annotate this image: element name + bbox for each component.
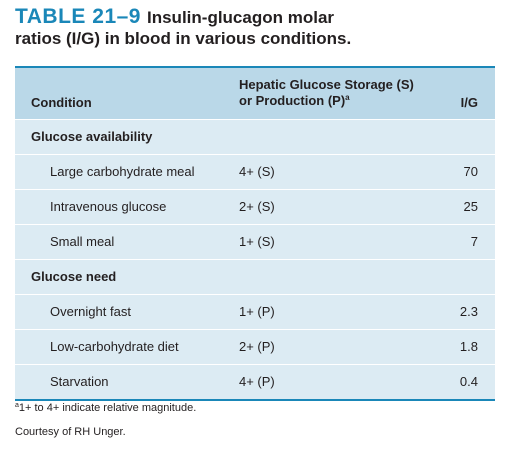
footnote-marker: a: [15, 402, 19, 409]
section-row-glucose-availability: Glucose availability: [15, 120, 495, 155]
header-hepatic: Hepatic Glucose Storage (S) or Production…: [239, 77, 414, 109]
title-text-line-1: Insulin-glucagon molar: [147, 8, 335, 27]
section-row-glucose-need: Glucose need: [15, 260, 495, 295]
hepatic-cell: 2+ (S): [239, 199, 275, 214]
hepatic-cell: 4+ (S): [239, 164, 275, 179]
table-row: Small meal 1+ (S) 7: [15, 225, 495, 260]
header-hepatic-line-2: or Production (P): [239, 93, 346, 108]
table-title: TABLE 21–9 Insulin-glucagon molar ratios …: [15, 6, 495, 49]
header-condition: Condition: [31, 95, 92, 110]
footnote-text: 1+ to 4+ indicate relative magnitude.: [18, 402, 197, 414]
table-footnotes: a1+ to 4+ indicate relative magnitude. C…: [15, 401, 495, 449]
hepatic-cell: 1+ (S): [239, 234, 275, 249]
footnote-credit: Courtesy of RH Unger.: [15, 426, 126, 438]
ig-cell: 7: [470, 234, 478, 249]
condition-cell: Starvation: [50, 374, 109, 389]
hepatic-cell: 2+ (P): [239, 339, 275, 354]
table-row: Large carbohydrate meal 4+ (S) 70: [15, 155, 495, 190]
condition-cell: Large carbohydrate meal: [50, 164, 195, 179]
title-line-1: TABLE 21–9 Insulin-glucagon molar: [15, 6, 495, 28]
section-title: Glucose availability: [31, 129, 153, 144]
section-title: Glucose need: [31, 269, 117, 284]
condition-cell: Small meal: [50, 234, 115, 249]
ig-cell: 25: [463, 199, 478, 214]
title-text-line-2: ratios (I/G) in blood in various conditi…: [15, 29, 352, 48]
header-hepatic-line-1: Hepatic Glucose Storage (S): [239, 77, 414, 92]
condition-cell: Low-carbohydrate diet: [50, 339, 179, 354]
table-row: Starvation 4+ (P) 0.4: [15, 365, 495, 399]
condition-cell: Intravenous glucose: [50, 199, 167, 214]
ig-cell: 0.4: [459, 374, 478, 389]
header-footnote-marker: a: [345, 93, 350, 102]
header-ig: I/G: [460, 95, 478, 110]
hepatic-cell: 1+ (P): [239, 304, 275, 319]
hepatic-cell: 4+ (P): [239, 374, 275, 389]
ig-cell: 70: [463, 164, 478, 179]
condition-cell: Overnight fast: [50, 304, 131, 319]
data-table: Condition Hepatic Glucose Storage (S) or …: [15, 66, 495, 401]
table-number-label: TABLE 21–9: [15, 5, 141, 28]
footnote-magnitude: a1+ to 4+ indicate relative magnitude.: [15, 401, 495, 415]
table-header-row: Condition Hepatic Glucose Storage (S) or …: [15, 68, 495, 120]
ig-cell: 1.8: [459, 339, 478, 354]
table-row: Overnight fast 1+ (P) 2.3: [15, 295, 495, 330]
table-row: Low-carbohydrate diet 2+ (P) 1.8: [15, 330, 495, 365]
ig-cell: 2.3: [459, 304, 478, 319]
table-row: Intravenous glucose 2+ (S) 25: [15, 190, 495, 225]
